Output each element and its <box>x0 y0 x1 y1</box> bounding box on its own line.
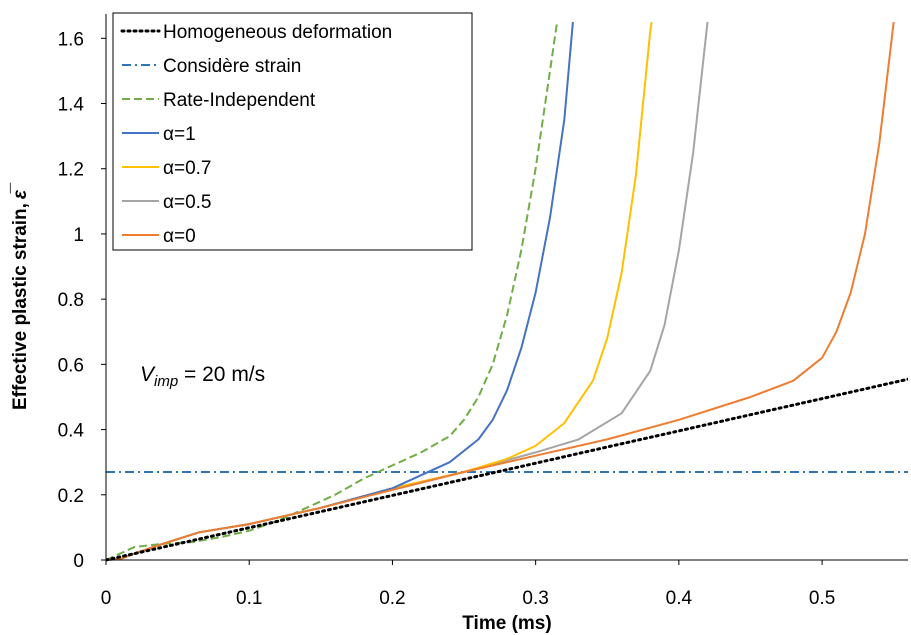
y-tick-label-7: 1.4 <box>58 95 85 116</box>
series-line-6 <box>106 21 895 561</box>
y-tick-label-6: 1.2 <box>58 160 84 181</box>
legend-label-0: Homogeneous deformation <box>163 22 392 43</box>
x-tick-label-4: 0.4 <box>666 588 693 609</box>
legend-label-2: Rate-Independent <box>163 90 316 111</box>
impact-velocity-annotation: Vimp = 20 m/s <box>140 363 265 390</box>
y-axis-title-symbol: ε̅ <box>10 182 31 199</box>
legend-label-4: α=0.7 <box>163 158 212 179</box>
legend-label-6: α=0 <box>163 226 196 247</box>
y-tick-label-8: 1.6 <box>58 29 84 50</box>
annotation-value: = 20 m/s <box>178 363 265 386</box>
x-tick-label-3: 0.3 <box>522 588 548 609</box>
x-axis-title: Time (ms) <box>462 613 551 634</box>
legend: Homogeneous deformation Considère strain R… <box>112 12 473 251</box>
legend-label-3: α=1 <box>163 124 196 145</box>
series-layer <box>106 21 908 562</box>
y-tick-label-1: 0.2 <box>58 486 84 507</box>
y-tick-label-2: 0.4 <box>58 421 85 442</box>
y-tick-label-5: 1 <box>73 225 84 246</box>
annotation-subscript: imp <box>154 373 178 390</box>
annotation-symbol: V <box>140 363 156 386</box>
legend-label-1: Considère strain <box>163 56 301 77</box>
y-axis-title: Effective plastic strain, ε̅ <box>10 182 31 410</box>
axes <box>101 14 908 565</box>
x-tick-label-1: 0.1 <box>236 588 262 609</box>
x-tick-label-2: 0.2 <box>379 588 405 609</box>
y-tick-label-3: 0.6 <box>58 355 84 376</box>
legend-label-5: α=0.5 <box>163 192 212 213</box>
y-axis-title-text: Effective plastic strain, <box>10 203 31 410</box>
x-tick-label-5: 0.5 <box>809 588 835 609</box>
series-line-0 <box>106 377 908 562</box>
x-tick-label-0: 0 <box>101 588 112 609</box>
legend-box <box>112 12 473 251</box>
tick-labels: 0 0.1 0.2 0.3 0.4 0.5 0 0.2 0.4 0.6 0.8 1 1.2 1.4 1.6 <box>58 29 836 609</box>
y-tick-label-0: 0 <box>73 551 84 572</box>
y-tick-label-4: 0.8 <box>58 290 84 311</box>
